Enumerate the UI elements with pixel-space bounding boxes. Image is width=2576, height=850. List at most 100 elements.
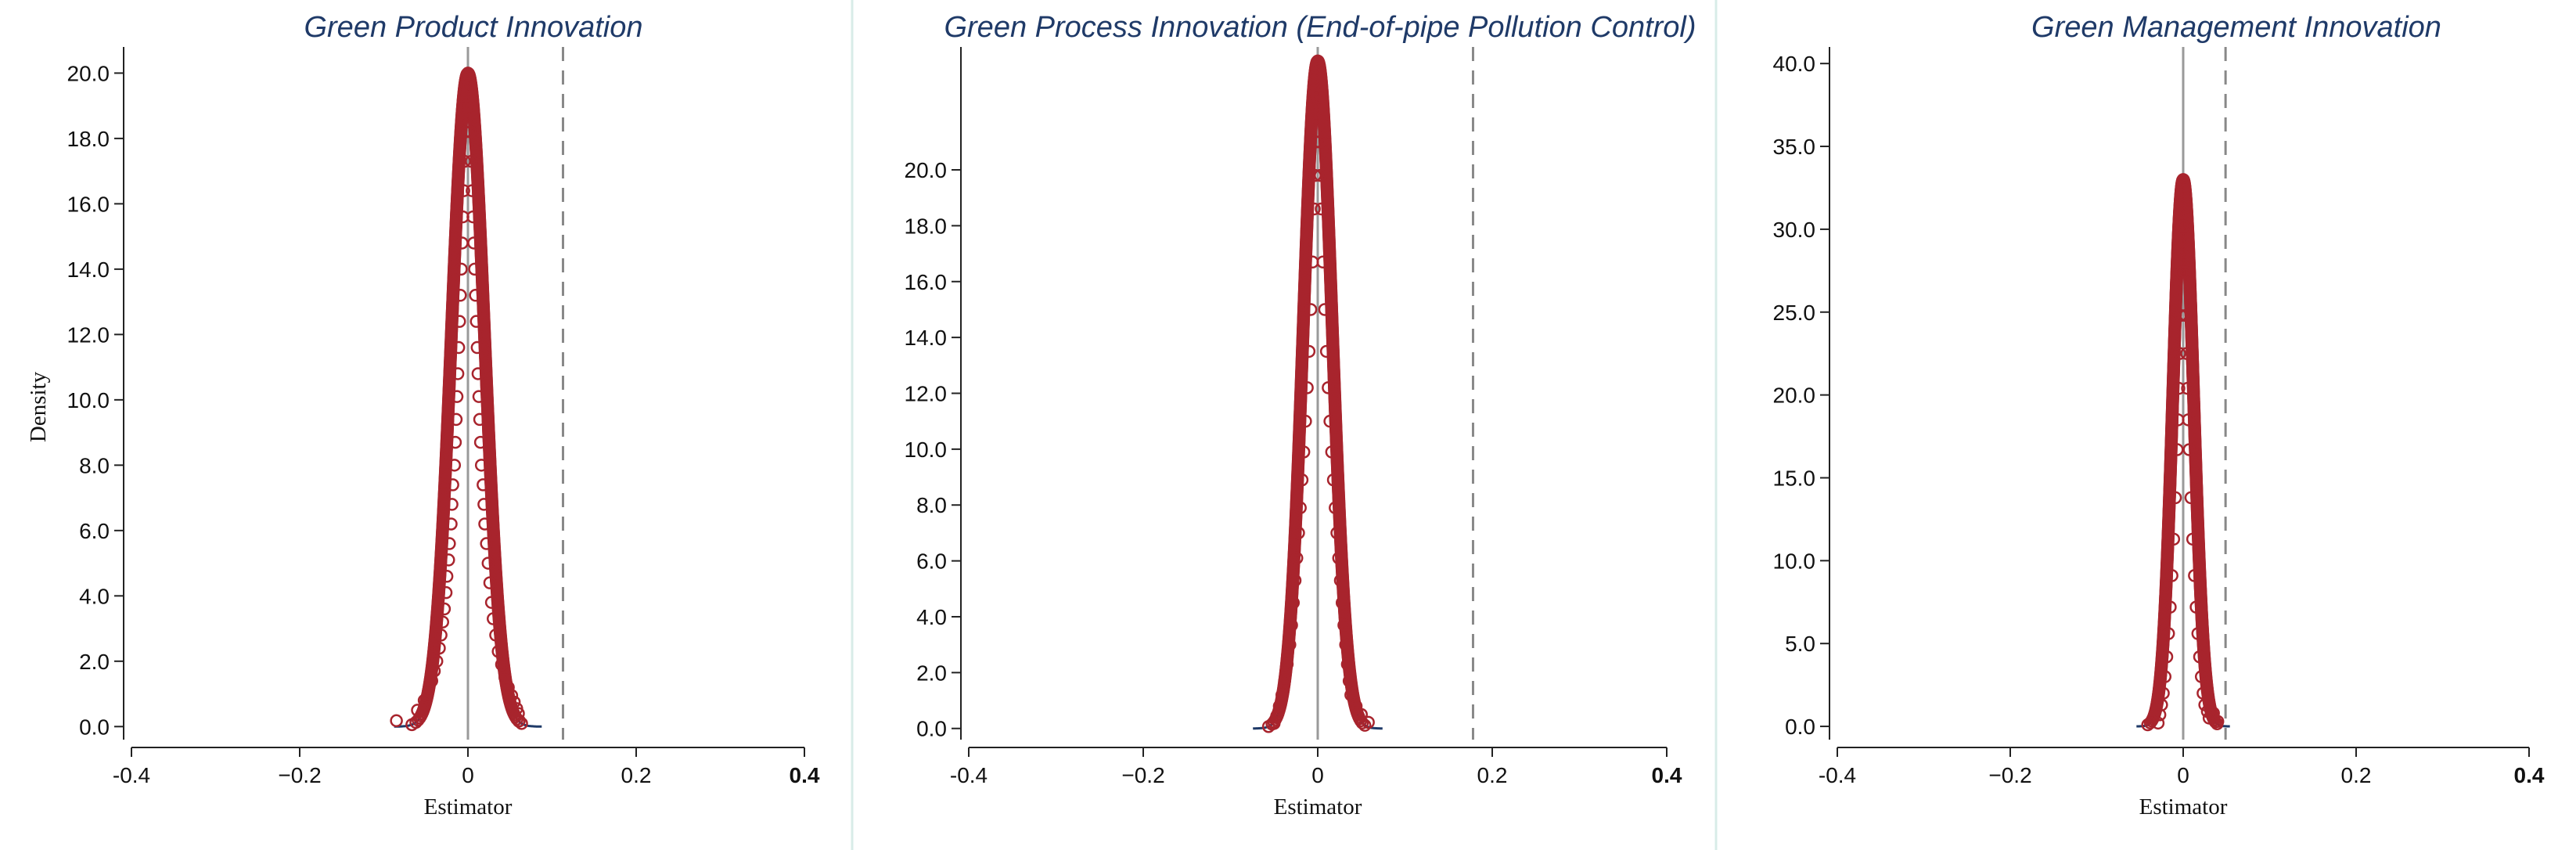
x-axis-label: Estimator — [424, 794, 513, 819]
x-tick-label: 0.4 — [2514, 763, 2545, 787]
data-point — [446, 478, 459, 492]
y-tick-label: 20.0 — [905, 158, 948, 182]
data-point — [1325, 445, 1339, 459]
data-point — [1286, 596, 1301, 610]
data-point — [481, 556, 495, 570]
data-point — [480, 537, 493, 550]
data-point — [1314, 168, 1327, 182]
data-point — [1311, 90, 1326, 104]
chart-panel-green-process: Green Process Innovation (End-of-pipe Po… — [905, 11, 1696, 819]
y-tick-label: 20.0 — [67, 61, 110, 85]
data-point — [1308, 202, 1321, 216]
data-point — [2178, 265, 2192, 279]
y-tick-label: 12.0 — [67, 322, 110, 347]
y-tick-label: 4.0 — [916, 605, 947, 629]
data-point — [1278, 674, 1291, 688]
data-point — [512, 707, 525, 720]
x-tick-label: -0.4 — [950, 763, 988, 787]
data-point — [454, 289, 467, 302]
data-point — [2168, 491, 2182, 505]
x-tick-label: -0.4 — [113, 763, 150, 787]
chart-panel-green-management: Green Management Innovation 0.0 5.0 10.0 15.… — [1773, 11, 2545, 819]
y-tick-label: 0.0 — [79, 715, 110, 739]
data-point — [1330, 526, 1344, 540]
data-point — [1326, 473, 1340, 487]
y-tick-label: 8.0 — [79, 453, 110, 477]
data-point — [466, 184, 479, 197]
data-point — [1292, 526, 1305, 540]
x-tick-label: −0.2 — [1988, 763, 2031, 787]
y-tick-label: 15.0 — [1773, 466, 1816, 490]
data-point — [2182, 413, 2195, 427]
y-tick-label: 14.0 — [905, 326, 948, 350]
data-point — [1355, 708, 1368, 722]
x-tick-label: 0.4 — [1652, 763, 1682, 787]
data-point — [451, 367, 465, 380]
x-tick-label: 0.2 — [621, 763, 652, 787]
data-point — [502, 680, 515, 694]
data-point — [507, 695, 521, 709]
placebo-estimate-marker — [405, 718, 419, 732]
data-point — [2198, 698, 2211, 711]
data-point — [1293, 501, 1307, 515]
y-tick-label: 14.0 — [67, 258, 110, 282]
data-point — [449, 412, 463, 427]
x-tick-label: −0.2 — [278, 763, 321, 787]
y-tick-label: 18.0 — [905, 214, 948, 238]
data-point — [1337, 618, 1351, 632]
data-point — [1268, 717, 1281, 730]
data-point — [448, 435, 462, 449]
data-point — [473, 435, 487, 449]
data-point — [448, 459, 462, 472]
data-point — [440, 570, 454, 583]
data-point — [2161, 627, 2175, 640]
y-tick-label: 2.0 — [916, 661, 947, 685]
data-point — [450, 390, 464, 403]
data-point — [513, 714, 526, 728]
data-point — [1332, 551, 1346, 565]
data-point — [390, 714, 403, 728]
y-tick-label: 6.0 — [79, 519, 110, 543]
data-point — [473, 412, 487, 427]
x-tick-label: 0.2 — [2341, 763, 2372, 787]
data-point — [458, 154, 471, 168]
data-point — [2200, 704, 2214, 719]
data-point — [459, 125, 473, 139]
data-point — [474, 459, 488, 472]
data-point — [463, 125, 477, 139]
y-tick-label: 4.0 — [79, 584, 110, 608]
data-point — [1318, 303, 1332, 316]
data-point — [2211, 715, 2225, 728]
data-point — [470, 315, 483, 328]
y-tick-label: 0.0 — [1785, 715, 1815, 739]
data-point — [1275, 688, 1289, 702]
x-tick-label: 0 — [462, 763, 474, 787]
x-tick-label: 0.4 — [790, 763, 820, 787]
data-point — [2188, 569, 2201, 582]
data-point — [470, 340, 484, 355]
y-tick-label: 12.0 — [905, 382, 948, 406]
data-point — [467, 236, 480, 250]
data-point — [444, 517, 458, 531]
data-point — [1280, 657, 1294, 671]
data-point — [2171, 443, 2184, 456]
data-point — [442, 553, 455, 567]
data-point — [487, 612, 500, 625]
data-point — [462, 79, 476, 93]
data-point — [2167, 532, 2181, 546]
data-point — [1362, 715, 1375, 729]
data-point — [477, 478, 490, 492]
data-point — [2175, 265, 2189, 279]
data-point — [1301, 381, 1314, 394]
data-point — [2177, 219, 2191, 232]
data-point — [445, 498, 459, 511]
data-point — [1342, 674, 1356, 688]
x-axis-label: Estimator — [2139, 794, 2228, 819]
data-point — [2174, 308, 2187, 322]
data-point — [478, 517, 491, 531]
data-point — [452, 340, 466, 355]
chart-title: Green Management Innovation — [2031, 11, 2441, 44]
y-tick-label: 10.0 — [67, 388, 110, 412]
data-point — [2160, 650, 2174, 664]
y-tick-label: 30.0 — [1773, 218, 1816, 242]
